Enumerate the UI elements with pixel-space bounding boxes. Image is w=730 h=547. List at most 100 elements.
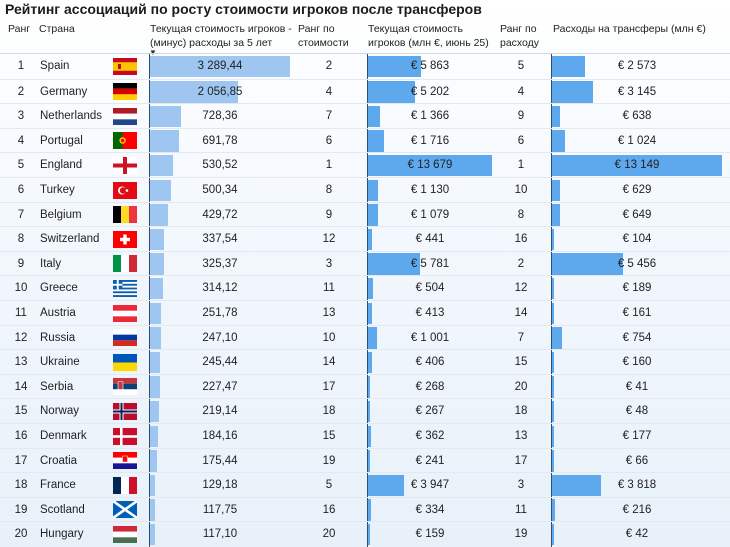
transfer-spend-cell: € 638 [622, 110, 652, 123]
country-cell[interactable]: Scotland [40, 503, 85, 516]
rank-by-value-cell: 10 [322, 331, 336, 344]
country-cell[interactable]: Russia [40, 331, 76, 344]
player-value-cell: € 3 947 [410, 479, 450, 492]
table-row[interactable]: 20 Hungary 117,10 20 € 159 19 € 42 [0, 521, 730, 546]
country-cell[interactable]: Netherlands [40, 110, 103, 123]
rank-by-spend-cell: 9 [517, 110, 525, 123]
player-value-bar [368, 302, 372, 325]
table-row[interactable]: 5 England 530,52 1 € 13 679 1 € 13 149 [0, 152, 730, 177]
header-net-value[interactable]: Текущая стоимость игроков - (минус) расх… [150, 23, 292, 49]
rank-by-spend-cell: 20 [514, 380, 528, 393]
net-value-bar [150, 228, 165, 251]
rank-cell: 13 [14, 356, 28, 369]
rank-by-value-cell: 2 [325, 60, 333, 72]
table-row[interactable]: 14 Serbia 227,47 17 € 268 20 € 41 [0, 373, 730, 399]
transfer-spend-cell: € 48 [625, 405, 649, 418]
rank-cell: 3 [17, 110, 25, 123]
table-row[interactable]: 11 Austria 251,78 13 € 413 14 € 161 [0, 300, 730, 325]
net-value-cell: 3 289,44 [197, 60, 243, 72]
net-value-cell: 227,47 [202, 380, 238, 393]
player-value-cell: € 241 [415, 454, 445, 467]
table-row[interactable]: 13 Ukraine 245,44 14 € 406 15 € 160 [0, 349, 730, 374]
transfer-spend-bar [552, 81, 593, 103]
country-cell[interactable]: England [40, 159, 83, 172]
country-cell[interactable]: Austria [40, 307, 76, 319]
header-rank[interactable]: Ранг [8, 23, 31, 35]
country-cell[interactable]: Turkey [40, 184, 75, 196]
country-cell[interactable]: Ukraine [40, 356, 80, 369]
table-row[interactable]: 3 Netherlands 728,36 7 € 1 366 9 € 638 [0, 103, 730, 128]
player-value-bar [368, 474, 404, 497]
table-row[interactable]: 12 Russia 247,10 10 € 1 001 7 € 754 [0, 324, 730, 350]
net-value-bar [150, 204, 169, 226]
rank-cell: 6 [17, 184, 25, 196]
table-row[interactable]: 10 Greece 314,12 11 € 504 12 € 189 [0, 275, 730, 300]
player-value-bar [368, 277, 373, 300]
country-cell[interactable]: Italy [40, 257, 62, 270]
transfer-spend-bar [552, 253, 623, 275]
player-value-cell: € 504 [415, 282, 445, 295]
flag-nl-icon [113, 107, 137, 125]
transfer-spend-cell: € 13 149 [614, 159, 660, 172]
table-row[interactable]: 16 Denmark 184,16 15 € 362 13 € 177 [0, 423, 730, 448]
country-cell[interactable]: Germany [40, 85, 88, 98]
rank-by-value-cell: 16 [322, 503, 336, 516]
rank-cell: 9 [17, 257, 25, 270]
table-row[interactable]: 18 France 129,18 5 € 3 947 3 € 3 818 [0, 472, 730, 497]
table-row[interactable]: 17 Croatia 175,44 19 € 241 17 € 66 [0, 447, 730, 473]
transfer-spend-bar [552, 302, 555, 325]
player-value-cell: € 1 130 [410, 184, 450, 196]
rank-by-spend-cell: 14 [514, 307, 528, 319]
transfer-spend-cell: € 1 024 [617, 134, 657, 147]
transfer-spend-cell: € 649 [622, 208, 652, 221]
header-rank-by-value[interactable]: Ранг по стоимости [298, 23, 349, 49]
country-cell[interactable]: France [40, 479, 76, 492]
country-cell[interactable]: Denmark [40, 430, 87, 442]
flag-at-icon [113, 304, 137, 322]
country-cell[interactable]: Serbia [40, 380, 74, 393]
table-row[interactable]: 19 Scotland 117,75 16 € 334 11 € 216 [0, 496, 730, 522]
rank-by-spend-cell: 10 [514, 184, 528, 196]
country-cell[interactable]: Croatia [40, 454, 78, 467]
rank-cell: 4 [17, 134, 25, 147]
table-row[interactable]: 8 Switzerland 337,54 12 € 441 16 € 104 [0, 226, 730, 251]
player-value-cell: € 334 [415, 503, 445, 516]
country-cell[interactable]: Switzerland [40, 233, 100, 246]
country-cell[interactable]: Greece [40, 282, 78, 295]
net-value-cell: 500,34 [202, 184, 238, 196]
flag-hu-icon [113, 525, 137, 543]
header-rank-by-spend[interactable]: Ранг по расходу [500, 23, 540, 49]
player-value-cell: € 1 716 [410, 134, 450, 147]
transfer-spend-bar [552, 228, 554, 251]
rank-cell: 19 [14, 503, 28, 516]
player-value-cell: € 5 781 [410, 257, 450, 270]
rank-cell: 11 [15, 307, 27, 319]
player-value-cell: € 5 202 [410, 85, 450, 98]
country-cell[interactable]: Spain [40, 60, 70, 72]
table-row[interactable]: 7 Belgium 429,72 9 € 1 079 8 € 649 [0, 201, 730, 227]
net-value-bar [150, 474, 156, 497]
table-row[interactable]: 6 Turkey 500,34 8 € 1 130 10 € 629 [0, 177, 730, 202]
table-row[interactable]: 2 Germany 2 056,85 4 € 5 202 4 € 3 145 [0, 78, 730, 104]
rank-cell: 8 [17, 233, 25, 246]
table-row[interactable]: 15 Norway 219,14 18 € 267 18 € 48 [0, 398, 730, 423]
country-cell[interactable]: Hungary [40, 528, 84, 541]
header-country[interactable]: Страна [39, 23, 75, 35]
net-value-bar [150, 523, 155, 546]
table-row[interactable]: 9 Italy 325,37 3 € 5 781 2 € 5 456 [0, 250, 730, 276]
table-row[interactable]: 4 Portugal 691,78 6 € 1 716 6 € 1 024 [0, 127, 730, 153]
country-cell[interactable]: Portugal [40, 134, 83, 147]
rank-cell: 5 [17, 159, 25, 172]
player-value-cell: € 13 679 [407, 159, 453, 172]
net-value-cell: 247,10 [202, 331, 238, 344]
net-value-bar [150, 351, 161, 374]
table-row[interactable]: 1 Spain 3 289,44 2 € 5 863 5 € 2 573 [0, 54, 730, 79]
rank-cell: 2 [17, 85, 25, 98]
header-player-value[interactable]: Текущая стоимость игроков (млн €, июнь 2… [368, 23, 489, 49]
header-transfer-spend[interactable]: Расходы на трансферы (млн €) [553, 23, 706, 35]
country-cell[interactable]: Norway [40, 405, 79, 418]
country-cell[interactable]: Belgium [40, 208, 82, 221]
sort-descending-icon[interactable]: ▼ [149, 48, 157, 57]
player-value-bar [368, 204, 378, 226]
net-value-cell: 251,78 [202, 307, 238, 319]
